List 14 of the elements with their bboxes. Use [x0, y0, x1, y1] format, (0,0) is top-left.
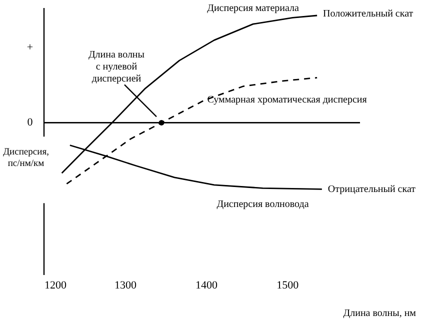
annotation: Положительный скат [323, 8, 414, 20]
annotation: Отрицательный скат [328, 184, 416, 196]
x-axis-title: Длина волны, нм [343, 308, 417, 319]
series-label: Дисперсия материала [207, 3, 300, 14]
y-axis-title: Дисперсия, пс/нм/км [3, 148, 49, 170]
text: 0 [27, 116, 34, 129]
x-tick-label: 1500 [276, 280, 300, 292]
series-label: Дисперсия волновода [216, 199, 310, 210]
x-tick-label: 1400 [196, 280, 218, 292]
x-tick-label: 1200 [44, 280, 67, 292]
series-label: Суммарная хроматическая дисперсия [207, 94, 368, 106]
x-tick-label: 1300 [114, 280, 138, 292]
annotation: Длина волны с нулевой дисперсией [88, 50, 145, 85]
text: + [26, 42, 34, 54]
